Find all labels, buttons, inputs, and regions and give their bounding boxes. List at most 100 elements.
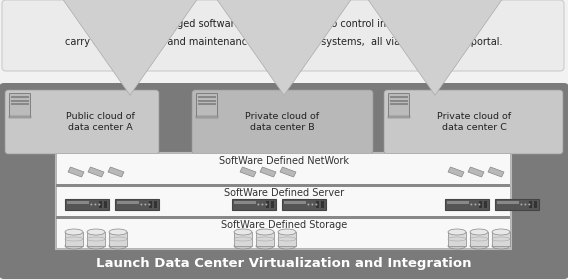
FancyBboxPatch shape xyxy=(389,94,410,116)
Circle shape xyxy=(140,204,143,206)
Polygon shape xyxy=(108,167,124,177)
Bar xyxy=(492,232,510,246)
FancyBboxPatch shape xyxy=(10,94,31,116)
FancyBboxPatch shape xyxy=(192,90,373,154)
Bar xyxy=(198,96,216,98)
Bar xyxy=(149,201,152,208)
Circle shape xyxy=(478,204,481,206)
Text: Launch Data Center Virtualization and Integration: Launch Data Center Virtualization and In… xyxy=(96,256,472,269)
Bar xyxy=(234,232,252,246)
Bar xyxy=(534,201,537,208)
FancyBboxPatch shape xyxy=(55,152,511,249)
Bar xyxy=(284,201,306,204)
Circle shape xyxy=(307,204,310,206)
Bar xyxy=(109,232,127,246)
Text: Public cloud of
data center A: Public cloud of data center A xyxy=(65,112,135,132)
Bar xyxy=(11,96,29,98)
Ellipse shape xyxy=(234,243,252,249)
Bar xyxy=(117,201,139,204)
Ellipse shape xyxy=(256,229,274,235)
Bar xyxy=(198,99,216,102)
Bar xyxy=(529,201,532,208)
Text: Using cloud-managed software, it enables users to control individual resources,: Using cloud-managed software, it enables… xyxy=(89,19,479,29)
Polygon shape xyxy=(468,167,484,177)
Bar xyxy=(11,99,29,102)
Text: Private cloud of
data center B: Private cloud of data center B xyxy=(245,112,319,132)
Bar xyxy=(56,216,510,219)
Ellipse shape xyxy=(109,229,127,235)
Ellipse shape xyxy=(65,243,83,249)
Ellipse shape xyxy=(448,243,466,249)
Circle shape xyxy=(257,204,260,206)
FancyBboxPatch shape xyxy=(232,199,276,210)
Circle shape xyxy=(94,204,97,206)
Ellipse shape xyxy=(109,243,127,249)
Circle shape xyxy=(315,204,318,206)
Bar xyxy=(390,96,408,98)
Bar xyxy=(479,201,482,208)
Polygon shape xyxy=(240,167,256,177)
FancyBboxPatch shape xyxy=(0,83,568,279)
Text: Private cloud of
data center C: Private cloud of data center C xyxy=(437,112,511,132)
FancyBboxPatch shape xyxy=(445,199,489,210)
Ellipse shape xyxy=(87,229,105,235)
Ellipse shape xyxy=(234,229,252,235)
Bar xyxy=(56,217,510,248)
Bar xyxy=(56,184,510,187)
Circle shape xyxy=(144,204,147,206)
Circle shape xyxy=(311,204,314,206)
Ellipse shape xyxy=(492,243,510,249)
Bar xyxy=(154,201,157,208)
Bar xyxy=(388,116,410,118)
Bar xyxy=(56,185,510,216)
Bar xyxy=(278,232,296,246)
FancyBboxPatch shape xyxy=(495,199,539,210)
Bar xyxy=(321,201,324,208)
FancyBboxPatch shape xyxy=(65,199,109,210)
Polygon shape xyxy=(88,167,104,177)
Bar xyxy=(11,103,29,105)
Text: SoftWare Defined NetWork: SoftWare Defined NetWork xyxy=(219,156,349,166)
Ellipse shape xyxy=(87,243,105,249)
Circle shape xyxy=(265,204,268,206)
Bar xyxy=(484,201,487,208)
Bar xyxy=(256,232,274,246)
Circle shape xyxy=(520,204,523,206)
Bar xyxy=(470,232,488,246)
FancyBboxPatch shape xyxy=(5,90,159,154)
Polygon shape xyxy=(68,167,84,177)
Text: SoftWare Defined Storage: SoftWare Defined Storage xyxy=(221,220,347,230)
Text: carry out operations and maintenance,  reconfigure systems,  all via a self-serv: carry out operations and maintenance, re… xyxy=(65,37,503,47)
FancyBboxPatch shape xyxy=(282,199,326,210)
Circle shape xyxy=(470,204,473,206)
Bar xyxy=(271,201,274,208)
Bar xyxy=(316,201,319,208)
Ellipse shape xyxy=(278,229,296,235)
Ellipse shape xyxy=(256,243,274,249)
Ellipse shape xyxy=(448,229,466,235)
Bar xyxy=(56,153,510,184)
Bar xyxy=(198,103,216,105)
Circle shape xyxy=(528,204,531,206)
Bar xyxy=(65,232,83,246)
Circle shape xyxy=(90,204,93,206)
Bar xyxy=(104,201,107,208)
Bar xyxy=(9,116,31,118)
Bar xyxy=(87,232,105,246)
Circle shape xyxy=(98,204,101,206)
Circle shape xyxy=(474,204,477,206)
Bar xyxy=(497,201,519,204)
Bar xyxy=(447,201,469,204)
Circle shape xyxy=(148,204,151,206)
Bar xyxy=(390,103,408,105)
Ellipse shape xyxy=(492,229,510,235)
Circle shape xyxy=(524,204,527,206)
Polygon shape xyxy=(260,167,276,177)
Text: SoftWare Defined Server: SoftWare Defined Server xyxy=(224,188,344,198)
Bar xyxy=(99,201,102,208)
Bar xyxy=(234,201,256,204)
FancyBboxPatch shape xyxy=(115,199,159,210)
Circle shape xyxy=(261,204,264,206)
Bar xyxy=(67,201,89,204)
Bar xyxy=(266,201,269,208)
